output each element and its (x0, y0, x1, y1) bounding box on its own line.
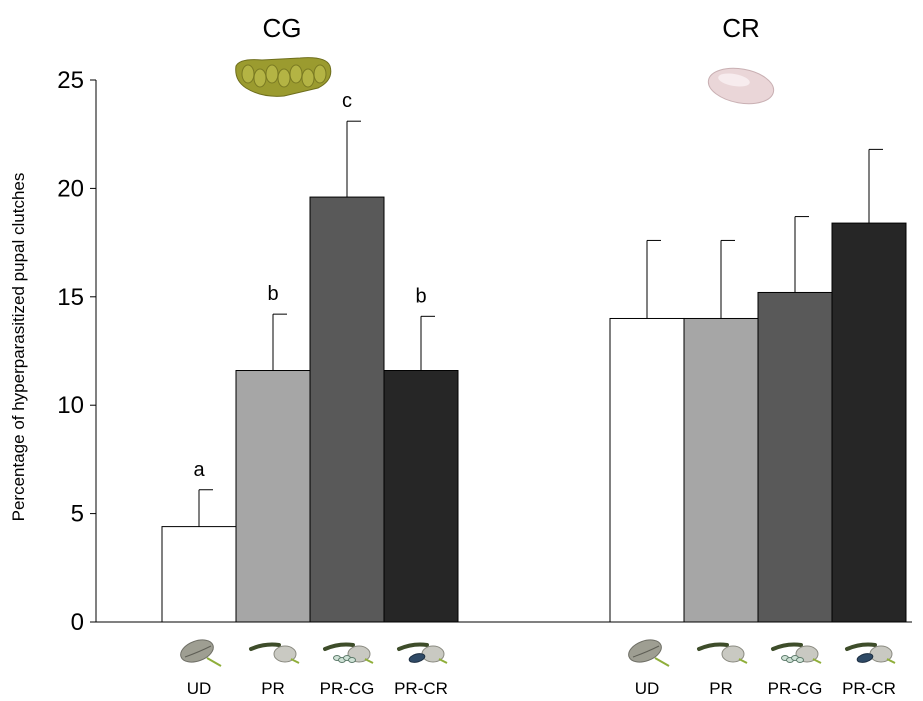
treatment-icon (180, 639, 222, 667)
significance-letter: a (193, 459, 205, 481)
leaf-stem (738, 658, 748, 664)
cocoon-shape (348, 657, 356, 663)
leaf-stem (206, 657, 222, 667)
bar (609, 317, 685, 623)
leaf-shape (180, 639, 214, 663)
caterpillar-shape (771, 642, 803, 651)
panel-title: CR (722, 13, 760, 43)
leaf-vein (632, 645, 660, 658)
leaf-stem (886, 658, 896, 664)
cocoon-shape (253, 68, 267, 88)
bar (309, 196, 385, 623)
leaf-vein (184, 645, 212, 658)
pupa-shape (856, 653, 874, 663)
category-label: PR (261, 679, 285, 698)
y-tick-label: 0 (71, 609, 84, 636)
cocoon-shape (265, 64, 279, 84)
caterpillar-shape (323, 642, 355, 651)
panel-title: CG (263, 13, 302, 43)
icons (180, 57, 896, 667)
category-label: PR-CR (394, 679, 448, 698)
category-label: PR-CG (768, 679, 823, 698)
cg-cocoon-cluster-image (235, 57, 332, 97)
leaf-stem (654, 657, 670, 667)
leaf-stem (812, 658, 822, 664)
cr-pupa-image (707, 67, 775, 105)
leaf-shape (721, 645, 745, 663)
y-tick-label: 25 (57, 67, 84, 94)
bar (683, 317, 759, 623)
significance-letter: c (342, 90, 352, 112)
treatment-icon (397, 642, 448, 664)
caterpillar-shape (697, 642, 729, 651)
category-label: PR (709, 679, 733, 698)
cocoon-shape (301, 68, 315, 88)
treatment-icon (845, 642, 896, 664)
y-tick-label: 5 (71, 501, 84, 528)
bar (757, 291, 833, 623)
treatment-icon (249, 642, 300, 664)
caterpillar-shape (249, 642, 281, 651)
cocoon-shape (277, 68, 291, 88)
leaf-stem (290, 658, 300, 664)
bar (161, 526, 237, 623)
leaf-shape (628, 639, 662, 663)
cocoon-shape (796, 657, 804, 663)
y-tick-label: 10 (57, 392, 84, 419)
labels: a UD b PR c PR-CG b PR-CR CG UD PR PR-CG PR-CR CR (187, 13, 896, 698)
y-tick-label: 20 (57, 175, 84, 202)
bar (831, 222, 907, 623)
cocoon-shape (289, 64, 303, 84)
bar (235, 370, 311, 623)
leaf-shape (273, 645, 297, 663)
treatment-icon (771, 642, 822, 664)
y-axis-label: Percentage of hyperparasitized pupal clu… (9, 173, 28, 522)
treatment-icon (628, 639, 670, 667)
treatment-icon (697, 642, 748, 664)
significance-letter: b (415, 285, 426, 307)
leaf-stem (364, 658, 374, 664)
y-tick-label: 15 (57, 284, 84, 311)
cocoon-shape (313, 64, 327, 84)
category-label: UD (187, 679, 212, 698)
cocoon-shape (241, 64, 255, 84)
treatment-icon (323, 642, 374, 664)
bar (383, 370, 459, 623)
significance-letter: b (267, 283, 278, 305)
category-label: UD (635, 679, 660, 698)
category-label: PR-CR (842, 679, 896, 698)
bars (161, 120, 907, 623)
caterpillar-shape (397, 642, 429, 651)
pupa-highlight (718, 73, 750, 87)
leaf-stem (438, 658, 448, 664)
caterpillar-shape (845, 642, 877, 651)
category-label: PR-CG (320, 679, 375, 698)
pupa-shape (408, 653, 426, 663)
